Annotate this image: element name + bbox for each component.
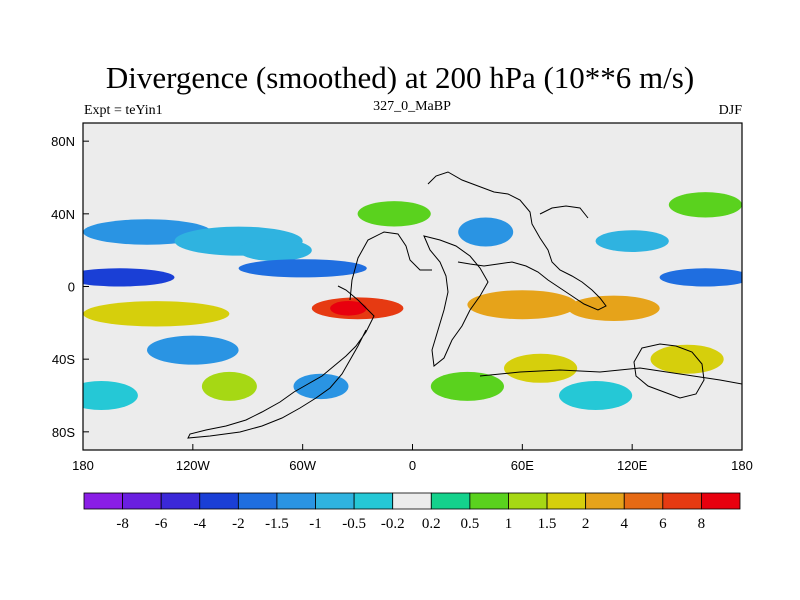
x-tick-label: 120W — [176, 458, 211, 473]
divergence-feature — [147, 335, 239, 365]
subtitle: 327_0_MaBP — [373, 99, 451, 114]
legend-swatch — [237, 492, 278, 510]
legend-swatch — [623, 492, 664, 510]
divergence-feature — [668, 192, 742, 218]
y-tick-label: 80N — [51, 134, 75, 149]
legend-label: 0.2 — [422, 516, 441, 532]
x-tick-label: 120E — [617, 458, 648, 473]
divergence-feature — [430, 371, 504, 401]
coastline-africa — [423, 235, 489, 367]
divergence-feature — [238, 239, 312, 262]
divergence-feature — [83, 381, 138, 410]
y-tick-label: 80S — [52, 425, 75, 440]
legend-label: 4 — [620, 516, 628, 532]
legend-label: -4 — [194, 516, 207, 532]
coastline-north-america — [349, 231, 432, 301]
coastline-eurasia — [427, 171, 607, 311]
legend-label: 0.5 — [461, 516, 480, 532]
legend-label: 6 — [659, 516, 667, 532]
legend-swatch — [276, 492, 316, 510]
divergence-feature — [201, 371, 257, 401]
x-axis: 180 120W 60W 0 60E 120E 180 — [72, 444, 753, 473]
x-tick-label: 0 — [409, 458, 416, 473]
coastline-australia — [633, 343, 705, 399]
x-tick-label: 60E — [511, 458, 534, 473]
legend-label: -0.5 — [342, 516, 366, 532]
season-label: DJF — [718, 103, 742, 118]
divergence-feature — [357, 201, 431, 227]
x-tick-label: 60W — [289, 458, 316, 473]
chart-title: Divergence (smoothed) at 200 hPa (10**6 … — [105, 60, 695, 95]
divergence-feature — [83, 301, 230, 327]
legend-swatch — [508, 492, 548, 510]
legend-label: 8 — [698, 516, 706, 532]
divergence-feature — [595, 230, 669, 253]
divergence-feature — [650, 344, 724, 374]
map-background — [83, 123, 742, 450]
divergence-feature — [330, 301, 367, 316]
divergence-feature — [659, 268, 742, 287]
legend-label: 1.5 — [538, 516, 557, 532]
divergence-feature — [568, 295, 660, 321]
legend-swatch — [160, 492, 201, 510]
experiment-label: Expt = teYin1 — [84, 103, 163, 118]
coastline-south-america — [187, 285, 375, 439]
legend-label: -0.2 — [381, 516, 405, 532]
legend-swatch — [469, 492, 509, 510]
x-tick-label: 180 — [731, 458, 753, 473]
divergence-feature — [293, 373, 349, 400]
legend-swatch — [315, 492, 355, 510]
legend-swatch — [546, 492, 587, 510]
divergence-feature — [559, 381, 633, 410]
legend-label: 2 — [582, 516, 590, 532]
legend-label: -6 — [155, 516, 168, 532]
coastline-india-asia — [539, 205, 589, 219]
divergence-feature — [467, 290, 578, 320]
legend-swatch — [392, 492, 432, 510]
divergence-feature — [458, 217, 514, 247]
legend-swatch — [199, 492, 239, 510]
y-tick-label: 0 — [68, 280, 75, 295]
coastline-antarctica — [479, 367, 742, 385]
legend-label: 1 — [505, 516, 513, 532]
legend-swatch — [83, 492, 123, 510]
divergence-feature — [83, 268, 175, 287]
divergence-feature — [238, 259, 367, 278]
legend-label: -1 — [309, 516, 322, 532]
y-tick-label: 40S — [52, 352, 75, 367]
legend-swatch — [430, 492, 471, 510]
legend-swatch — [662, 492, 702, 510]
legend-label: -2 — [232, 516, 245, 532]
color-legend: -8 -6 -4 -2 -1.5 -1 -0.5 -0.2 0.2 0.5 1 1.5 2 4 6 8 — [83, 492, 741, 532]
legend-swatch — [353, 492, 394, 510]
y-tick-label: 40N — [51, 207, 75, 222]
legend-label: -1.5 — [265, 516, 289, 532]
legend-label: -8 — [116, 516, 129, 532]
x-tick-label: 180 — [72, 458, 94, 473]
legend-swatch — [122, 492, 162, 510]
legend-swatch — [701, 492, 741, 510]
y-axis: 80N 40N 0 40S 80S — [51, 134, 89, 440]
divergence-feature — [503, 353, 578, 383]
legend-swatch — [585, 492, 625, 510]
